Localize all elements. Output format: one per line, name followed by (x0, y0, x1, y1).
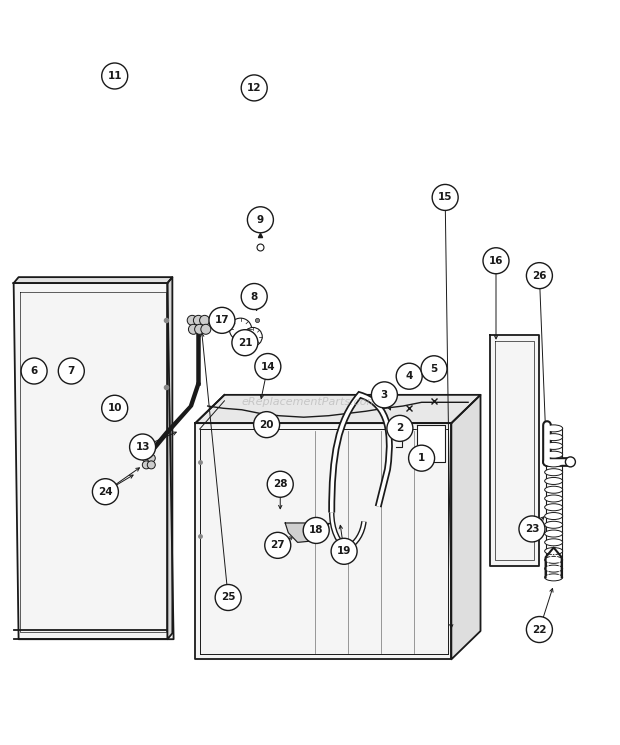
Ellipse shape (544, 469, 563, 476)
Circle shape (254, 412, 280, 437)
Text: 27: 27 (270, 540, 285, 551)
Text: 24: 24 (98, 486, 113, 497)
Circle shape (526, 617, 552, 642)
Text: 23: 23 (525, 524, 539, 534)
Circle shape (130, 434, 156, 460)
Text: 26: 26 (532, 270, 547, 281)
Ellipse shape (544, 504, 563, 511)
Polygon shape (490, 335, 539, 566)
Circle shape (200, 315, 210, 326)
Circle shape (432, 185, 458, 210)
Circle shape (92, 479, 118, 504)
Text: 5: 5 (430, 364, 438, 374)
Text: 11: 11 (107, 71, 122, 81)
Polygon shape (14, 283, 174, 639)
Polygon shape (167, 277, 172, 639)
Circle shape (247, 207, 273, 232)
Text: 16: 16 (489, 256, 503, 266)
Ellipse shape (544, 565, 563, 572)
Circle shape (229, 318, 252, 340)
Circle shape (244, 328, 262, 346)
Ellipse shape (544, 451, 563, 458)
Text: 2: 2 (396, 423, 404, 434)
Circle shape (201, 324, 211, 335)
Circle shape (241, 75, 267, 101)
Circle shape (148, 454, 155, 462)
Text: 17: 17 (215, 315, 229, 326)
Circle shape (387, 416, 413, 441)
Text: 22: 22 (532, 624, 547, 635)
Polygon shape (451, 395, 481, 659)
Circle shape (187, 315, 197, 326)
Circle shape (143, 461, 150, 469)
Text: 4: 4 (405, 371, 413, 381)
Ellipse shape (544, 486, 563, 493)
Text: 13: 13 (135, 442, 150, 452)
Circle shape (526, 263, 552, 288)
Circle shape (267, 472, 293, 497)
Text: 21: 21 (237, 337, 252, 348)
Text: 7: 7 (68, 366, 75, 376)
Circle shape (215, 585, 241, 610)
Text: 3: 3 (381, 390, 388, 400)
Polygon shape (14, 277, 172, 283)
Text: 8: 8 (250, 291, 258, 302)
Circle shape (193, 315, 203, 326)
Circle shape (143, 454, 150, 462)
Text: 15: 15 (438, 192, 453, 203)
Text: 28: 28 (273, 479, 288, 489)
Circle shape (237, 337, 252, 352)
Circle shape (21, 358, 47, 384)
Ellipse shape (544, 548, 563, 554)
Ellipse shape (544, 460, 563, 467)
Circle shape (148, 461, 155, 469)
Circle shape (241, 284, 267, 309)
Circle shape (421, 356, 447, 381)
Circle shape (519, 516, 545, 542)
Circle shape (102, 396, 128, 421)
Circle shape (58, 358, 84, 384)
Circle shape (265, 533, 291, 558)
Ellipse shape (544, 522, 563, 528)
Circle shape (565, 457, 575, 467)
Ellipse shape (544, 478, 563, 484)
Circle shape (371, 382, 397, 408)
Ellipse shape (544, 513, 563, 519)
Ellipse shape (544, 574, 563, 581)
Circle shape (188, 324, 198, 335)
Text: 20: 20 (259, 419, 274, 430)
Polygon shape (195, 395, 480, 423)
Ellipse shape (544, 443, 563, 449)
Circle shape (483, 248, 509, 273)
Circle shape (396, 364, 422, 389)
Ellipse shape (544, 425, 563, 432)
Text: 19: 19 (337, 546, 352, 557)
Text: 12: 12 (247, 83, 262, 93)
Text: 18: 18 (309, 525, 324, 536)
Polygon shape (195, 423, 451, 659)
Circle shape (331, 539, 357, 564)
Ellipse shape (544, 530, 563, 537)
Polygon shape (417, 425, 445, 462)
Circle shape (232, 330, 258, 355)
Circle shape (102, 63, 128, 89)
Ellipse shape (544, 557, 563, 563)
Ellipse shape (544, 539, 563, 546)
Circle shape (209, 308, 235, 333)
Text: 10: 10 (107, 403, 122, 413)
Text: 9: 9 (257, 215, 264, 225)
Text: 6: 6 (30, 366, 38, 376)
Circle shape (303, 518, 329, 543)
Ellipse shape (544, 495, 563, 502)
Ellipse shape (544, 434, 563, 440)
Polygon shape (285, 523, 321, 542)
Text: 14: 14 (260, 361, 275, 372)
Circle shape (255, 354, 281, 379)
Text: 1: 1 (418, 453, 425, 463)
Text: eReplacementParts.com: eReplacementParts.com (242, 397, 378, 408)
Circle shape (195, 324, 205, 335)
Circle shape (409, 446, 435, 471)
Text: 25: 25 (221, 592, 236, 603)
